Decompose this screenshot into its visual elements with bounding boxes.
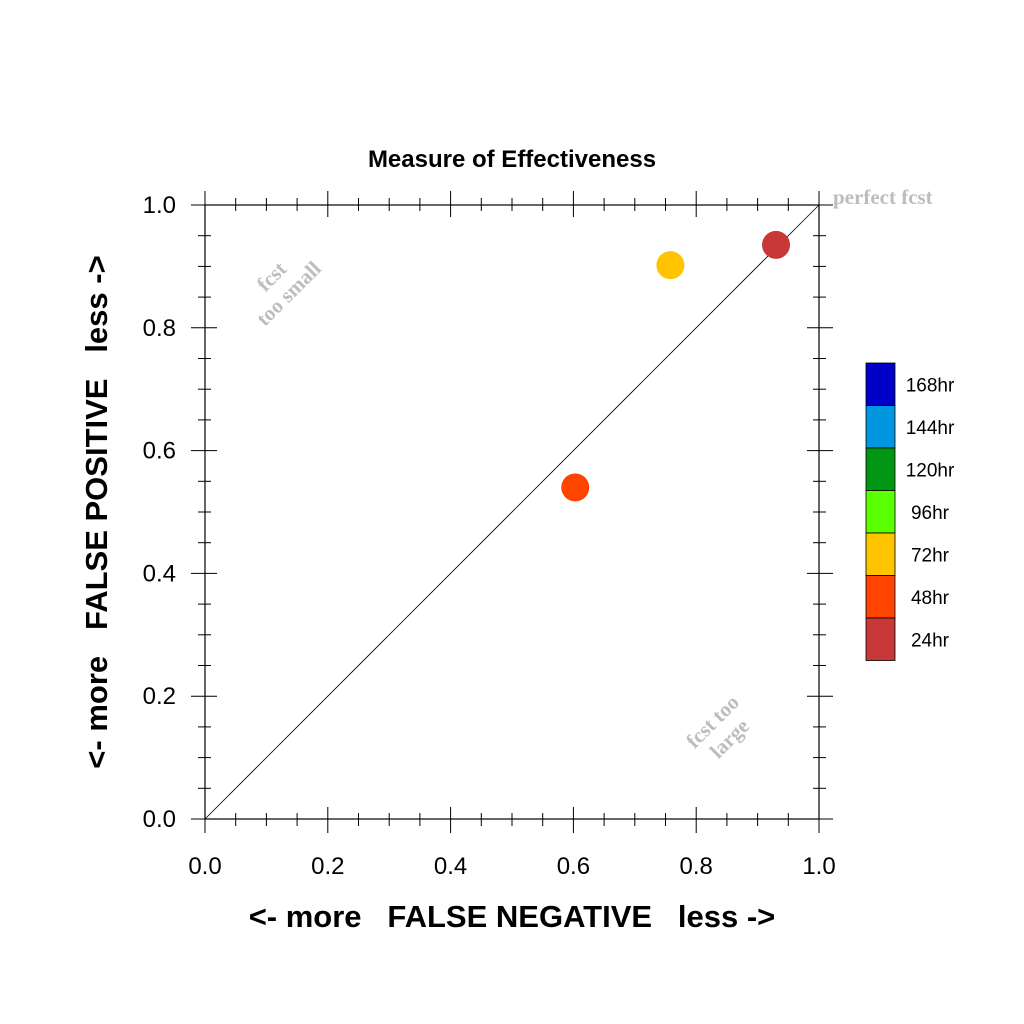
point-48hr	[561, 473, 590, 502]
legend-label-72hr: 72hr	[911, 545, 950, 566]
x-tick-label: 0.0	[188, 853, 221, 880]
too-small-note: fcst too small	[251, 256, 325, 330]
tick-labels: 0.0 0.2 0.4 0.6 0.8 1.0 0.0 0.2 0.4 0.6 0.8 1.0	[143, 192, 836, 880]
x-tick-label: 0.2	[311, 853, 344, 880]
data-points	[561, 230, 791, 502]
y-tick-label: 0.8	[143, 315, 176, 342]
legend-label-120hr: 120hr	[906, 460, 955, 481]
legend-label-96hr: 96hr	[911, 503, 950, 524]
y-tick-label: 0.2	[143, 683, 176, 710]
legend-swatch-168hr	[865, 362, 896, 406]
legend-label-48hr: 48hr	[911, 588, 950, 609]
legend-swatch-48hr	[865, 575, 896, 619]
x-axis-label: <- more FALSE NEGATIVE less ->	[249, 899, 776, 934]
x-tick-label: 0.8	[680, 853, 713, 880]
legend-label-144hr: 144hr	[906, 418, 955, 439]
legend-swatch-72hr	[865, 532, 896, 576]
x-tick-label: 1.0	[802, 853, 835, 880]
legend-swatch-144hr	[865, 405, 896, 449]
x-tick-label: 0.4	[434, 853, 467, 880]
perfect-forecast-note: perfect fcst	[833, 185, 933, 209]
y-axis-label: <- more FALSE POSITIVE less ->	[79, 255, 114, 768]
too-large-note: fcst too large	[681, 690, 754, 763]
point-72hr	[656, 251, 685, 280]
legend: 168hr 144hr 120hr 96hr 72hr 48hr 24hr	[865, 362, 955, 661]
y-tick-label: 1.0	[143, 192, 176, 219]
legend-label-168hr: 168hr	[906, 375, 955, 396]
chart-title: Measure of Effectiveness	[368, 146, 656, 173]
legend-swatch-120hr	[865, 447, 896, 491]
legend-swatch-24hr	[865, 617, 896, 661]
legend-swatch-96hr	[865, 490, 896, 534]
legend-label-24hr: 24hr	[911, 630, 950, 651]
perfect-forecast-line	[204, 204, 820, 820]
y-tick-label: 0.0	[143, 806, 176, 833]
point-24hr	[762, 230, 791, 259]
y-tick-label: 0.4	[143, 560, 176, 587]
x-tick-label: 0.6	[557, 853, 590, 880]
plot-frame	[204, 204, 820, 820]
y-tick-label: 0.6	[143, 438, 176, 465]
